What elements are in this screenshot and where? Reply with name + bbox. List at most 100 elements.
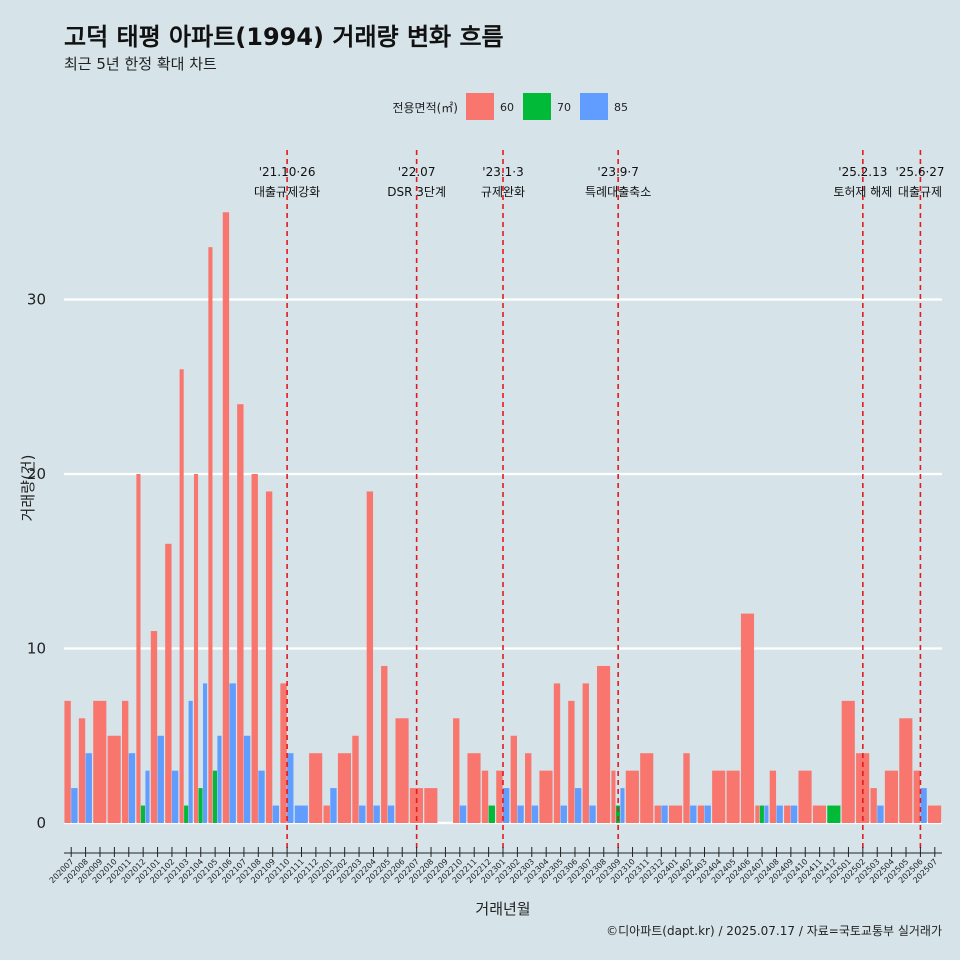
bar-60-202103	[179, 369, 184, 823]
bar-60-202107	[237, 404, 244, 823]
bar-85-202302	[517, 805, 524, 823]
bar-85-202007	[71, 788, 78, 823]
bar-60-202105	[208, 247, 213, 823]
legend-swatch-60	[466, 93, 494, 120]
bar-60-202109	[265, 491, 273, 823]
bar-85-202012	[145, 770, 150, 823]
x-axis-label: 거래년월	[475, 900, 530, 918]
bar-60-202308	[596, 665, 611, 823]
event-label: 특례대출축소	[585, 185, 651, 199]
chart-title: 고덕 태평 아파트(1994) 거래량 변화 흐름	[64, 23, 504, 51]
bar-60-202307	[582, 683, 589, 823]
bar-85-202303	[531, 805, 539, 823]
bar-85-202203	[359, 805, 366, 823]
bar-70-202104	[198, 788, 203, 823]
bar-60-202011	[122, 700, 129, 823]
legend-swatch-85	[580, 93, 608, 120]
bar-60-202503	[870, 788, 877, 823]
bar-85-202205	[387, 805, 395, 823]
bar-60-202207	[409, 788, 424, 823]
bar-85-202107	[243, 735, 251, 823]
bar-60-202401	[668, 805, 683, 823]
bar-60-202211	[467, 753, 481, 823]
bar-60-202208	[424, 788, 438, 823]
y-tick-label: 10	[27, 640, 46, 658]
bar-85-202111	[294, 805, 308, 823]
bar-85-202408	[776, 805, 783, 823]
y-tick-label: 30	[27, 291, 46, 309]
bar-60-202008	[78, 718, 86, 823]
bar-85-202102	[171, 770, 179, 823]
bar-60-202409	[784, 805, 791, 823]
bar-85-202301	[503, 788, 510, 823]
bar-60-202108	[251, 474, 258, 823]
bar-60-202303	[525, 753, 532, 823]
bar-60-202102	[165, 543, 172, 823]
bar-85-202105	[217, 735, 222, 823]
bar-60-202506	[913, 770, 921, 823]
bar-60-202202	[337, 753, 352, 823]
bar-60-202404	[712, 770, 726, 823]
bar-60-202007	[64, 700, 71, 823]
legend-label-60: 60	[500, 101, 514, 114]
bar-85-202407	[764, 805, 769, 823]
y-tick-label: 20	[27, 465, 46, 483]
bar-85-202101	[157, 735, 164, 823]
bar-85-202210	[459, 805, 467, 823]
y-axis-label: 거래량(건)	[19, 455, 37, 522]
bar-60-202402	[683, 753, 690, 823]
bar-70-202105	[212, 770, 217, 823]
bar-60-202205	[381, 665, 388, 823]
bar-60-202502	[856, 753, 870, 823]
bar-85-202104	[202, 683, 208, 823]
bar-60-202010	[107, 735, 121, 823]
bar-60-202504	[884, 770, 898, 823]
bar-70-202012	[140, 805, 146, 823]
bar-60-202203	[352, 735, 359, 823]
bar-60-202403	[697, 805, 705, 823]
bar-60-202212	[481, 770, 489, 823]
y-tick-label: 0	[36, 814, 46, 832]
bar-60-202407	[755, 805, 760, 823]
bar-70-202212	[488, 805, 495, 823]
bar-60-202012	[136, 474, 141, 823]
bar-70-202407	[759, 805, 764, 823]
event-label: DSR 3단계	[387, 185, 446, 199]
bar-60-202112	[309, 753, 323, 823]
bar-60-202507	[928, 805, 942, 823]
legend: 전용면적(㎡) 60 70 85	[392, 93, 628, 120]
bar-60-202310	[625, 770, 639, 823]
event-date-label: '25.2.13	[838, 165, 887, 179]
bar-85-202409	[790, 805, 798, 823]
bar-60-202204	[366, 491, 374, 823]
legend-label-70: 70	[557, 101, 571, 114]
bar-85-202011	[128, 753, 136, 823]
bar-60-202312	[654, 805, 661, 823]
bar-85-202403	[704, 805, 711, 823]
event-date-label: '22.07	[398, 165, 436, 179]
event-date-label: '25.6·27	[895, 165, 944, 179]
bar-60-202304	[539, 770, 553, 823]
bar-85-202103	[188, 700, 193, 823]
bar-60-202311	[640, 753, 654, 823]
bar-85-202309	[620, 788, 625, 823]
bar-85-202106	[229, 683, 236, 823]
bar-60-202009	[93, 700, 107, 823]
bar-85-202402	[690, 805, 697, 823]
bar-60-202210	[453, 718, 460, 823]
event-label: 대출규제	[898, 185, 942, 199]
bar-85-202109	[272, 805, 280, 823]
bar-60-202302	[510, 735, 517, 823]
bar-85-202204	[373, 805, 380, 823]
bar-60-202410	[798, 770, 812, 823]
bar-85-202108	[258, 770, 265, 823]
event-label: 규제완화	[481, 185, 525, 199]
bar-85-202312	[661, 805, 668, 823]
event-date-label: '23.9·7	[597, 165, 638, 179]
bar-60-202309	[611, 770, 616, 823]
bar-60-202101	[150, 631, 158, 823]
bar-60-202505	[899, 718, 913, 823]
legend-label-85: 85	[614, 101, 628, 114]
chart-caption: ©디아파트(dapt.kr) / 2025.07.17 / 자료=국토교통부 실…	[606, 924, 942, 938]
legend-title: 전용면적(㎡)	[392, 101, 458, 115]
